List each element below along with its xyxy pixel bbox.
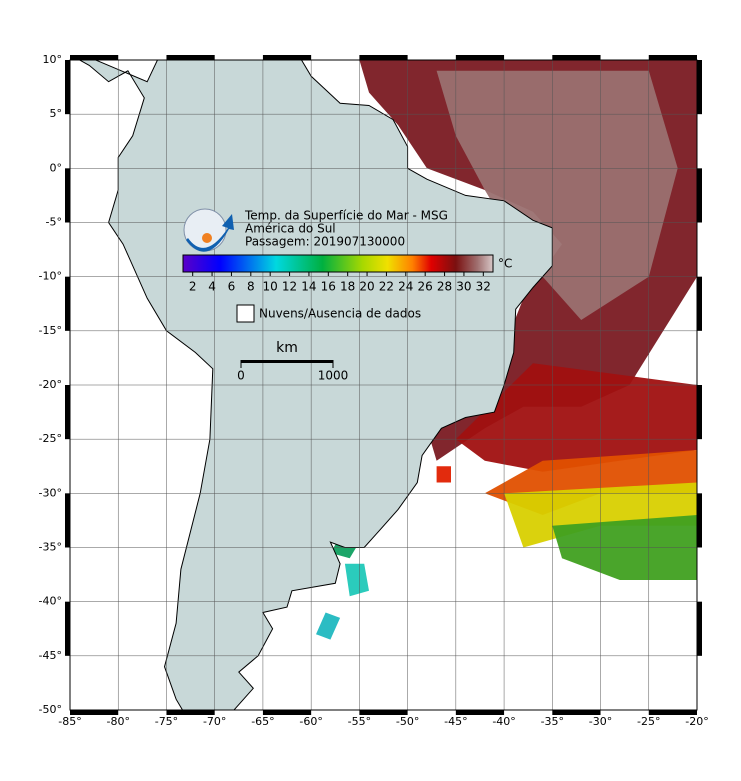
colorbar-tick-label: 4 xyxy=(208,280,216,294)
x-tick-label: -60° xyxy=(299,715,322,728)
frame-bar xyxy=(455,710,505,715)
colorbar-tick-label: 22 xyxy=(379,280,394,294)
x-tick-label: -70° xyxy=(203,715,226,728)
frame-bar xyxy=(648,55,697,60)
logo-arrow xyxy=(186,214,234,252)
frame-bar xyxy=(262,710,312,715)
colorbar-tick-label: 2 xyxy=(189,280,197,294)
y-tick-label: -15° xyxy=(39,324,62,337)
pass: Passagem: 201907130000 xyxy=(245,235,405,249)
frame-bar xyxy=(65,601,70,656)
colorbar-tick-label: 18 xyxy=(340,280,355,294)
island xyxy=(205,743,258,770)
frame-bar xyxy=(359,710,408,715)
y-tick-label: -5° xyxy=(46,216,62,229)
frame-bar xyxy=(166,55,215,60)
scale-tick-label: 1000 xyxy=(318,369,349,383)
colorbar-tick-label: 16 xyxy=(321,280,336,294)
colorbar-tick-label: 6 xyxy=(228,280,236,294)
frame-bar xyxy=(552,55,601,60)
frame-bar xyxy=(697,601,702,656)
frame-bar xyxy=(65,168,70,223)
frame-bar xyxy=(697,276,702,331)
y-tick-label: -50° xyxy=(39,703,62,716)
scale-unit: km xyxy=(276,340,298,356)
frame-bar xyxy=(70,55,119,60)
x-tick-label: -20° xyxy=(685,715,708,728)
x-tick-label: -30° xyxy=(589,715,612,728)
x-tick-label: -45° xyxy=(444,715,467,728)
y-tick-label: -30° xyxy=(39,486,62,499)
map-area xyxy=(70,60,697,770)
colorbar-unit: °C xyxy=(498,257,512,271)
x-tick-label: -40° xyxy=(492,715,515,728)
colorbar-tick-label: 32 xyxy=(476,280,491,294)
y-tick-label: 10° xyxy=(43,53,63,66)
colorbar-tick-label: 14 xyxy=(301,280,316,294)
colorbar-tick-label: 28 xyxy=(437,280,452,294)
colorbar-tick-label: 30 xyxy=(456,280,471,294)
colorbar-tick-label: 26 xyxy=(418,280,433,294)
frame-bar xyxy=(65,276,70,331)
y-tick-label: -40° xyxy=(39,595,62,608)
colorbar-tick-label: 24 xyxy=(398,280,413,294)
frame-bar xyxy=(552,710,601,715)
legend-label: Nuvens/Ausencia de dados xyxy=(259,307,421,321)
x-tick-label: -25° xyxy=(637,715,660,728)
frame-bar xyxy=(455,55,505,60)
sst-patch xyxy=(436,466,451,483)
frame-bar xyxy=(359,55,408,60)
frame-bar xyxy=(166,710,215,715)
x-tick-label: -65° xyxy=(251,715,274,728)
logo-dot xyxy=(202,233,212,243)
frame-bar xyxy=(70,710,119,715)
frame-bar xyxy=(65,493,70,548)
y-tick-label: 0° xyxy=(50,161,63,174)
x-tick-label: -55° xyxy=(348,715,371,728)
colorbar xyxy=(182,254,494,273)
frame-bar xyxy=(697,493,702,548)
colorbar-tick-label: 8 xyxy=(247,280,255,294)
x-tick-label: -35° xyxy=(541,715,564,728)
y-tick-label: -25° xyxy=(39,432,62,445)
title: Temp. da Superfície do Mar - MSG xyxy=(244,209,448,223)
frame-bar xyxy=(697,60,702,115)
legend-swatch xyxy=(236,304,255,323)
region: América do Sul xyxy=(245,222,336,236)
scale-bar xyxy=(241,360,333,363)
y-tick-label: -20° xyxy=(39,378,62,391)
frame-bar xyxy=(648,710,697,715)
y-tick-label: -10° xyxy=(39,270,62,283)
frame-bar xyxy=(65,60,70,115)
frame-bar xyxy=(65,385,70,440)
sst-patch xyxy=(344,563,369,597)
frame-bar xyxy=(697,385,702,440)
sst-patch xyxy=(436,70,678,320)
x-tick-label: -50° xyxy=(396,715,419,728)
x-tick-label: -85° xyxy=(58,715,81,728)
y-tick-label: -35° xyxy=(39,541,62,554)
sst-patch xyxy=(316,612,341,640)
x-tick-label: -80° xyxy=(106,715,129,728)
colorbar-tick-label: 12 xyxy=(282,280,297,294)
scale-tick-label: 0 xyxy=(237,369,245,383)
colorbar-tick-label: 10 xyxy=(263,280,278,294)
x-tick-label: -75° xyxy=(155,715,178,728)
frame-bar xyxy=(697,168,702,223)
frame-bar xyxy=(262,55,312,60)
y-tick-label: 5° xyxy=(50,107,63,120)
y-tick-label: -45° xyxy=(39,649,62,662)
colorbar-tick-label: 20 xyxy=(359,280,374,294)
sst-patch xyxy=(455,363,697,472)
